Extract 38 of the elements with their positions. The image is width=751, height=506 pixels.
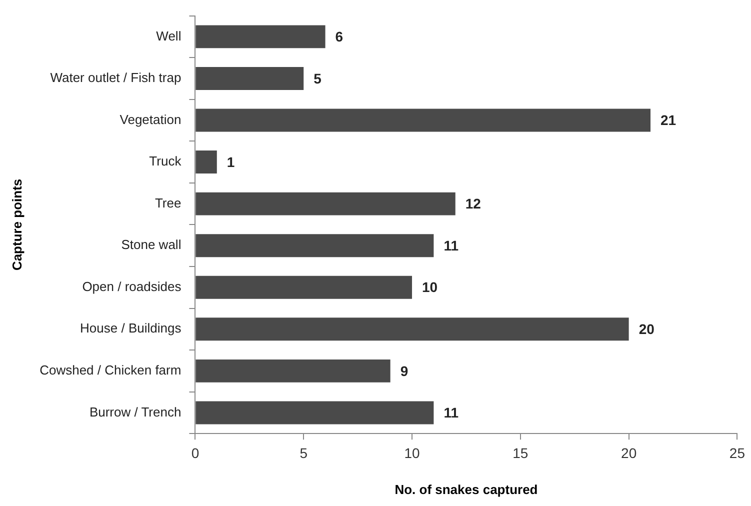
data-label: 1 xyxy=(226,154,235,170)
data-label: 11 xyxy=(444,237,459,254)
bar xyxy=(196,25,326,48)
bar xyxy=(196,192,456,216)
x-tick-label: 10 xyxy=(404,444,420,461)
y-tick-label: Tree xyxy=(154,195,182,210)
bar xyxy=(196,276,412,299)
data-label: 11 xyxy=(444,404,459,421)
y-tick-label: Truck xyxy=(149,154,182,169)
bar xyxy=(196,359,390,382)
x-tick-label: 5 xyxy=(300,444,308,461)
data-label: 20 xyxy=(638,321,655,338)
bar xyxy=(196,150,217,174)
y-tick-label: Stone wall xyxy=(121,237,182,252)
x-tick-label: 25 xyxy=(729,444,746,461)
x-tick-label: 0 xyxy=(191,444,200,461)
bar xyxy=(196,66,304,90)
data-label: 21 xyxy=(660,112,676,128)
y-tick-label: Cowshed / Chicken farm xyxy=(40,362,182,378)
bar xyxy=(196,401,434,424)
bar xyxy=(196,318,629,341)
data-label: 6 xyxy=(335,28,344,45)
x-axis-title: No. of snakes captured xyxy=(394,482,538,497)
y-tick-label: House / Buildings xyxy=(80,320,182,336)
data-label: 10 xyxy=(422,279,438,296)
x-tick-label: 20 xyxy=(621,444,637,461)
y-tick-label: Burrow / Trench xyxy=(89,404,182,420)
y-tick-label: Vegetation xyxy=(120,112,182,127)
bar xyxy=(196,234,434,258)
data-label: 9 xyxy=(400,362,408,379)
data-label: 5 xyxy=(314,70,322,86)
x-tick-label: 15 xyxy=(512,444,528,461)
y-tick-label: Open / roadsides xyxy=(82,278,182,294)
y-tick-label: Well xyxy=(156,28,182,44)
y-tick-label: Water outlet / Fish trap xyxy=(50,70,182,86)
data-label: 12 xyxy=(465,196,482,212)
y-axis-title: Capture points xyxy=(9,178,24,271)
bar xyxy=(196,108,650,132)
